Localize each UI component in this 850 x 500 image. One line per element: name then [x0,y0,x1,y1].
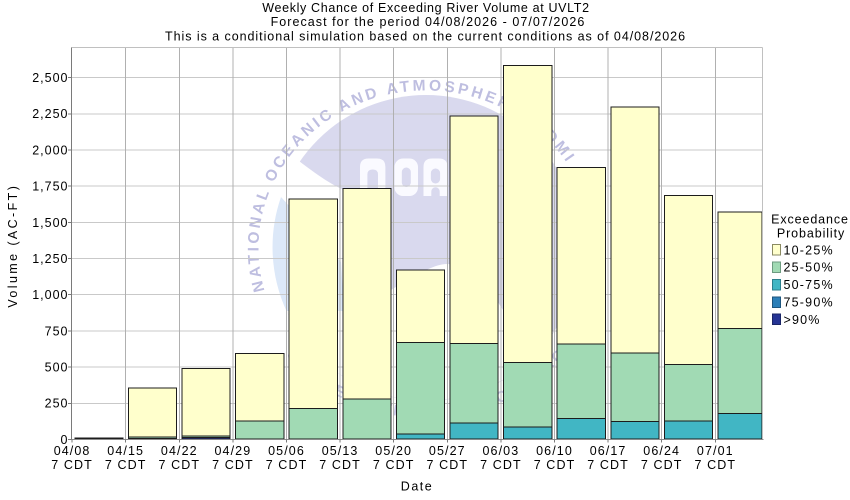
svg-text:05/06: 05/06 [268,444,305,458]
svg-text:7 CDT: 7 CDT [373,458,415,472]
svg-text:7 CDT: 7 CDT [51,458,93,472]
svg-text:10-25%: 10-25% [784,243,834,257]
svg-text:500: 500 [45,361,69,375]
svg-text:05/13: 05/13 [322,444,359,458]
svg-text:250: 250 [45,397,69,411]
svg-text:05/27: 05/27 [429,444,466,458]
svg-text:7 CDT: 7 CDT [641,458,683,472]
svg-text:06/24: 06/24 [643,444,680,458]
svg-text:Date: Date [401,479,433,493]
svg-text:7 CDT: 7 CDT [319,458,361,472]
svg-text:1,750: 1,750 [32,180,68,194]
svg-text:Forecast for the period 04/08/: Forecast for the period 04/08/2026 - 07/… [271,15,586,29]
svg-text:25-50%: 25-50% [784,261,834,275]
svg-text:750: 750 [45,324,69,338]
svg-text:75-90%: 75-90% [784,296,834,310]
svg-text:7 CDT: 7 CDT [212,458,254,472]
svg-text:7 CDT: 7 CDT [105,458,147,472]
svg-text:1,250: 1,250 [32,252,68,266]
svg-text:>90%: >90% [784,313,821,327]
svg-text:Exceedance: Exceedance [771,213,849,227]
svg-text:7 CDT: 7 CDT [694,458,736,472]
svg-text:Volume (AC-FT): Volume (AC-FT) [6,184,20,308]
svg-text:7 CDT: 7 CDT [534,458,576,472]
svg-text:04/29: 04/29 [215,444,252,458]
svg-text:7 CDT: 7 CDT [480,458,522,472]
svg-text:7 CDT: 7 CDT [426,458,468,472]
svg-text:Probability: Probability [777,227,845,241]
svg-text:7 CDT: 7 CDT [587,458,629,472]
svg-text:04/22: 04/22 [161,444,198,458]
svg-text:06/03: 06/03 [483,444,520,458]
svg-text:04/15: 04/15 [107,444,144,458]
svg-text:1,000: 1,000 [32,288,68,302]
svg-text:Weekly Chance of Exceeding Riv: Weekly Chance of Exceeding River Volume … [262,1,589,15]
svg-text:0: 0 [61,433,69,447]
svg-text:50-75%: 50-75% [784,278,834,292]
svg-text:2,000: 2,000 [32,143,68,157]
svg-text:07/01: 07/01 [697,444,734,458]
svg-text:05/20: 05/20 [375,444,412,458]
svg-text:This is a conditional simulati: This is a conditional simulation based o… [165,30,686,44]
svg-text:1,500: 1,500 [32,216,68,230]
svg-text:06/17: 06/17 [590,444,627,458]
svg-text:04/08: 04/08 [54,444,91,458]
svg-text:2,250: 2,250 [32,107,68,121]
svg-text:7 CDT: 7 CDT [158,458,200,472]
svg-text:7 CDT: 7 CDT [266,458,308,472]
svg-text:06/10: 06/10 [536,444,573,458]
svg-text:2,500: 2,500 [32,71,68,85]
